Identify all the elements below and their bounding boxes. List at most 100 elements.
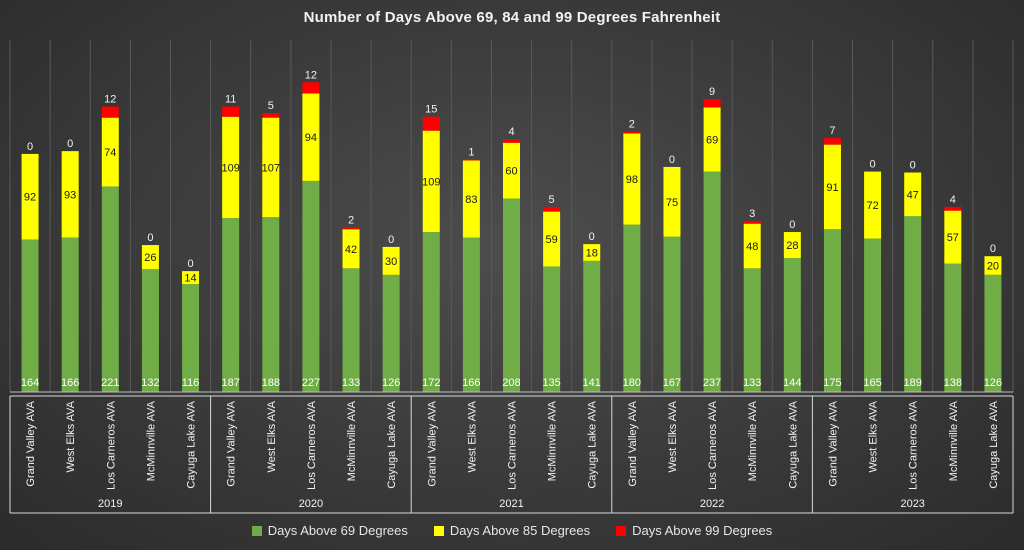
group-tick-label: 2023 xyxy=(900,498,924,510)
bar-segment xyxy=(422,116,440,131)
data-label: 109 xyxy=(221,162,239,174)
bar-segment xyxy=(743,223,761,269)
data-label: 4 xyxy=(508,126,514,138)
bar-segment xyxy=(904,172,922,217)
legend-swatch xyxy=(251,525,262,536)
data-label: 1 xyxy=(468,147,474,159)
category-tick-label: McMinnville AVA xyxy=(346,400,358,481)
chart-legend: Days Above 69 Degrees Days Above 85 Degre… xyxy=(0,523,1024,538)
data-label: 164 xyxy=(21,377,39,389)
data-label: 187 xyxy=(221,377,239,389)
bar-segment xyxy=(462,159,480,161)
category-tick-label: McMinnville AVA xyxy=(145,400,157,481)
data-label: 7 xyxy=(829,125,835,137)
data-label: 30 xyxy=(385,256,397,268)
category-tick-label: Los Carneros AVA xyxy=(707,400,719,490)
category-tick-label: Cayuga Lake AVA xyxy=(988,400,1000,488)
bar-segment xyxy=(703,99,721,108)
category-tick-label: McMinnville AVA xyxy=(747,400,759,481)
data-label: 188 xyxy=(262,377,280,389)
bar-segment xyxy=(703,171,721,392)
bar-segment xyxy=(61,151,79,238)
category-tick-label: Los Carneros AVA xyxy=(908,400,920,490)
data-label: 12 xyxy=(305,69,317,81)
category-tick-label: Grand Valley AVA xyxy=(25,400,37,486)
data-label: 42 xyxy=(345,244,357,256)
bar-segment xyxy=(302,180,320,392)
data-label: 11 xyxy=(225,93,236,105)
category-tick-label: Cayuga Lake AVA xyxy=(186,400,198,488)
bar-segment xyxy=(382,274,400,392)
data-label: 9 xyxy=(709,86,715,98)
legend-label: Days Above 85 Degrees xyxy=(449,523,591,538)
bar-segment xyxy=(984,256,1002,275)
bar-segment xyxy=(342,227,360,230)
bar-segment xyxy=(823,144,841,230)
bar-segment xyxy=(61,237,79,392)
category-tick-label: West Elks AVA xyxy=(266,400,278,472)
data-label: 0 xyxy=(789,219,795,231)
legend-item: Days Above 85 Degrees xyxy=(433,523,591,538)
legend-swatch xyxy=(433,525,444,536)
data-label: 0 xyxy=(990,243,996,255)
bar-segment xyxy=(543,206,561,212)
bar-segment xyxy=(222,106,240,117)
data-label: 69 xyxy=(706,135,718,147)
bar-segment xyxy=(101,117,119,187)
data-label: 83 xyxy=(465,194,477,206)
bar-segment xyxy=(663,166,681,237)
bar-segment xyxy=(864,171,882,239)
bar-segment xyxy=(543,211,561,267)
bar-segment xyxy=(623,224,641,392)
bar-segment xyxy=(21,239,39,392)
bar-segment xyxy=(422,232,440,392)
data-label: 0 xyxy=(187,258,193,270)
data-label: 126 xyxy=(382,377,400,389)
data-label: 26 xyxy=(144,252,156,264)
bar-segment xyxy=(222,218,240,392)
bar-segment xyxy=(703,107,721,172)
bar-segment xyxy=(503,142,520,199)
data-label: 74 xyxy=(104,147,116,159)
bar-segment xyxy=(342,229,360,269)
data-label: 109 xyxy=(422,176,440,188)
data-label: 0 xyxy=(388,234,394,246)
bar-segment xyxy=(783,258,801,392)
data-label: 12 xyxy=(104,93,116,105)
bar-segment xyxy=(21,153,39,240)
legend-label: Days Above 69 Degrees xyxy=(267,523,408,538)
data-label: 208 xyxy=(502,377,520,389)
data-label: 107 xyxy=(262,162,280,174)
bar-segment xyxy=(583,244,601,261)
data-label: 28 xyxy=(786,240,798,252)
data-label: 165 xyxy=(863,377,881,389)
bar-segment xyxy=(823,229,841,392)
legend-swatch xyxy=(616,525,627,536)
data-label: 144 xyxy=(783,377,801,389)
category-tick-label: Los Carneros AVA xyxy=(105,400,117,490)
bar-segment xyxy=(462,160,480,238)
bar-segment xyxy=(382,246,400,275)
bar-segment xyxy=(823,138,841,145)
data-label: 167 xyxy=(663,377,681,389)
data-label: 59 xyxy=(545,234,557,246)
data-label: 2 xyxy=(629,119,635,131)
data-label: 237 xyxy=(703,377,721,389)
bar-segment xyxy=(302,82,320,94)
category-tick-label: Cayuga Lake AVA xyxy=(787,400,799,488)
bar-segment xyxy=(422,130,440,233)
bar-segment xyxy=(743,220,761,224)
bar-segment xyxy=(623,131,641,134)
data-label: 20 xyxy=(987,261,999,273)
category-tick-label: Los Carneros AVA xyxy=(306,400,318,490)
bar-segment xyxy=(182,284,200,392)
data-label: 47 xyxy=(907,189,919,201)
data-label: 138 xyxy=(944,377,962,389)
data-label: 14 xyxy=(184,273,196,285)
bar-segment xyxy=(783,232,801,259)
data-label: 98 xyxy=(626,174,638,186)
bar-segment xyxy=(503,198,520,392)
category-tick-label: Grand Valley AVA xyxy=(426,400,438,486)
data-label: 227 xyxy=(302,377,320,389)
data-label: 175 xyxy=(823,377,841,389)
